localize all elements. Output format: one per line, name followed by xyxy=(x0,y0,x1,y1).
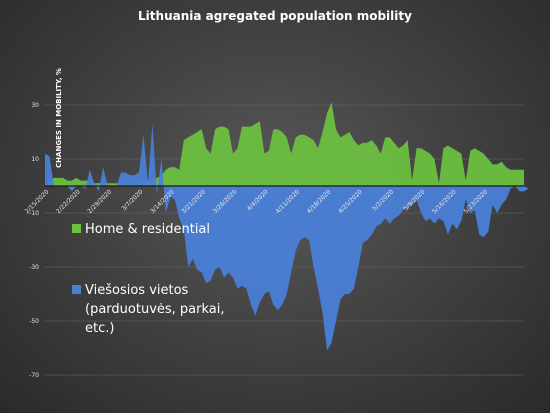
y-tick-label: -50 xyxy=(29,318,39,325)
y-axis-label: CHANGES IN MOBILITY, % xyxy=(55,68,63,168)
legend-label: Home & residential xyxy=(85,222,210,237)
x-tick-label: 3/7/2020 xyxy=(120,188,144,212)
y-tick-label: 30 xyxy=(31,102,39,109)
legend-label: Viešosios vietos xyxy=(85,283,189,298)
chart-title: Lithuania agregated population mobility xyxy=(138,9,412,23)
x-tick-label: 2/29/2020 xyxy=(86,188,113,215)
y-axis-ticks: 30 10 -10 -30 -50 -70 xyxy=(29,102,39,379)
legend: Home & residential Viešosios vietos (pardu… xyxy=(72,222,225,336)
y-tick-label: 10 xyxy=(31,156,39,163)
y-tick-label: -30 xyxy=(29,264,39,271)
y-tick-label: -70 xyxy=(29,372,39,379)
legend-label: etc.) xyxy=(85,321,114,336)
series-area-2 xyxy=(45,123,529,351)
series-areas xyxy=(45,102,529,351)
legend-swatch xyxy=(72,224,81,233)
x-tick-label: 2/22/2020 xyxy=(55,188,82,215)
legend-label: (parduotuvės, parkai, xyxy=(85,302,225,317)
series-area-1 xyxy=(45,102,524,186)
y-tick-label: -10 xyxy=(29,210,39,217)
x-tick-label: 3/14/2020 xyxy=(149,188,176,215)
legend-swatch xyxy=(72,285,81,294)
